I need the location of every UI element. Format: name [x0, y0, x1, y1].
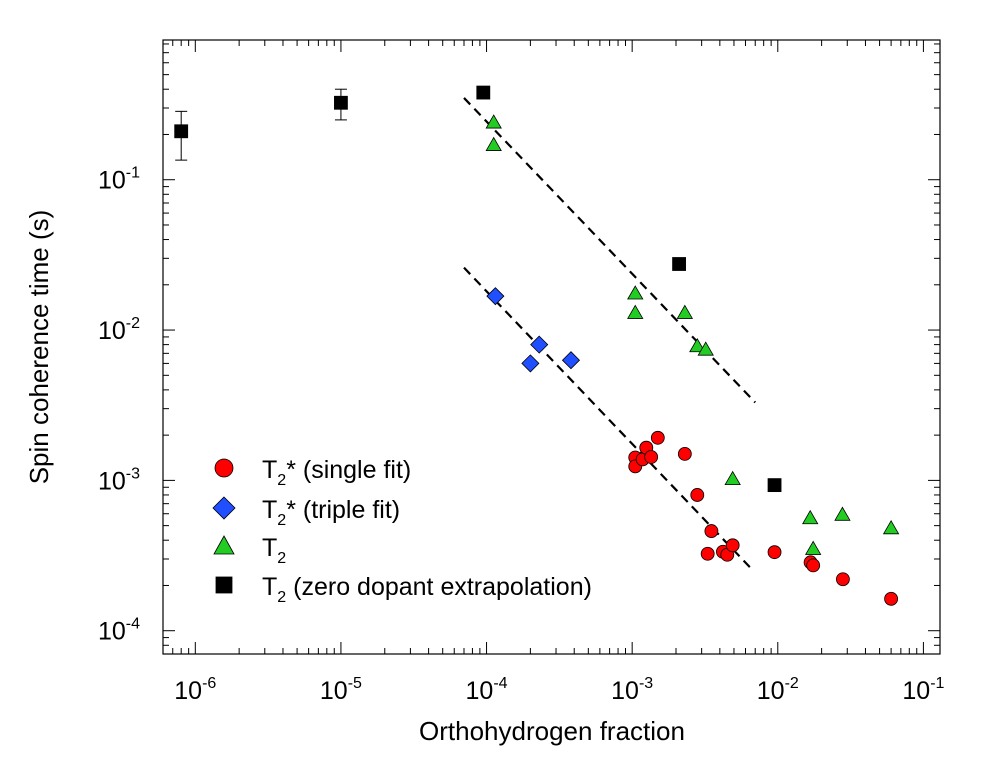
x-tick-label: 10-1 [902, 675, 944, 705]
t2star-single-point [700, 546, 715, 561]
t2star-triple-point [521, 354, 540, 373]
t2-zero-dopant-point [767, 478, 782, 493]
t2-point [724, 470, 741, 485]
t2-point [834, 506, 851, 521]
y-axis-title: Spin coherence time (s) [24, 210, 54, 485]
t2-zero-dopant-point [476, 85, 491, 100]
legend-label-t2star-single: T2* (single fit) [262, 456, 411, 489]
y-tick-label: 10-3 [98, 465, 140, 495]
t2-point [676, 304, 694, 319]
fit-line [463, 266, 755, 572]
x-tick-label: 10-6 [174, 675, 216, 705]
t2-zero-dopant-point [174, 124, 189, 139]
y-tick-labels: 10-4 10-3 10-2 10-1 [98, 165, 140, 646]
x-tick-label: 10-4 [466, 675, 508, 705]
t2-point [802, 509, 819, 525]
fit-lines [463, 97, 757, 572]
t2-point [697, 341, 714, 356]
x-tick-labels: 10-6 10-5 10-4 10-3 10-2 10-1 [174, 675, 944, 705]
t2star-single-point [836, 572, 850, 587]
t2-point [689, 337, 706, 353]
x-axis-title: Orthohydrogen fraction [419, 716, 685, 746]
t2-point [627, 304, 644, 319]
t2star-single-point [690, 488, 705, 502]
legend-symbols [212, 458, 236, 594]
t2-point [882, 520, 900, 535]
t2star-single-point [884, 591, 899, 606]
t2-point [627, 285, 644, 300]
legend-symbol-square [215, 576, 233, 594]
t2star-single-point [704, 524, 719, 538]
y-tick-label: 10-2 [98, 315, 140, 345]
t2-zero-dopant-point [672, 257, 686, 271]
t2star-triple-point [561, 351, 581, 370]
t2star-single-point [806, 558, 821, 573]
t2-zero-dopant-point [334, 95, 348, 110]
legend-symbol-diamond [212, 496, 236, 520]
legend-label-t2-zero-dopant: T2 (zero dopant extrapolation) [262, 573, 592, 606]
t2star-single-point [644, 450, 659, 464]
t2star-triple-point [530, 335, 549, 354]
legend-label-t2: T2 [262, 534, 286, 567]
data-points [174, 85, 900, 606]
legend-symbol-circle [214, 458, 234, 478]
t2-point [804, 540, 822, 555]
axis-ticks [162, 40, 940, 655]
x-tick-label: 10-2 [757, 675, 799, 705]
t2star-single-point [650, 430, 665, 445]
t2star-triple-point [486, 287, 505, 306]
x-tick-label: 10-5 [320, 675, 362, 705]
t2-point [485, 114, 502, 129]
y-tick-label: 10-1 [98, 165, 140, 195]
plot-frame [162, 39, 941, 655]
legend-label-t2star-triple: T2* (triple fit) [262, 496, 400, 529]
legend-symbol-triangle [213, 535, 235, 555]
t2star-single-point [677, 447, 692, 461]
t2-point [485, 136, 502, 151]
t2star-single-point [767, 545, 782, 560]
legend: T2* (single fit) T2* (triple fit) T2 T2 … [212, 456, 592, 606]
t2star-single-point [725, 538, 740, 553]
x-tick-label: 10-3 [611, 675, 653, 705]
y-tick-label: 10-4 [98, 616, 140, 646]
fit-line [463, 97, 757, 404]
